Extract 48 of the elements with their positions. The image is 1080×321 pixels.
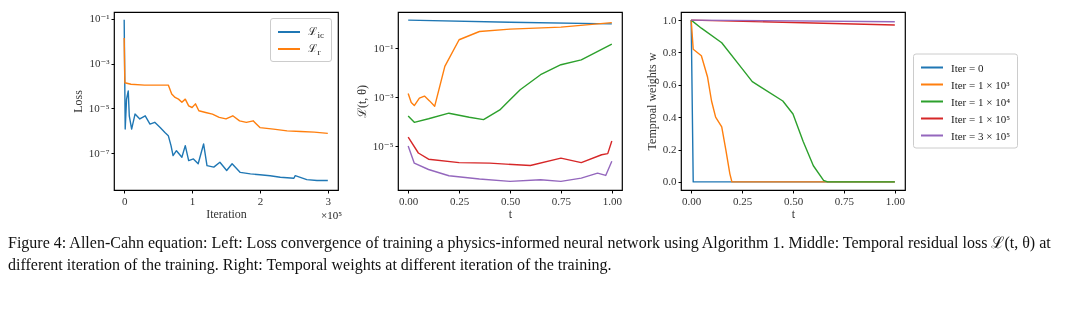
x-tick-label: 0.75 — [551, 194, 572, 207]
y-axis-title: Temproal weights w — [644, 52, 659, 151]
legend-label: Iter = 3 × 10⁵ — [951, 129, 1011, 141]
y-tick-label: 10⁻³ — [89, 57, 111, 70]
y-tick-label: 1.0 — [662, 13, 677, 26]
legend-label: ℒ$_{r}$ — [308, 40, 321, 58]
x-tick-label: 0.00 — [399, 194, 419, 207]
text: ×10⁵ — [320, 209, 343, 221]
y-tick-label: 0.4 — [662, 110, 677, 123]
x-tick-label: 3 — [325, 194, 332, 207]
caption: Figure 4: Allen-Cahn equation: Left: Loss convergence of training a physics-informed neural network using Algorithm 1. Middle: Temporal residual loss ℒ(t, θ) at different iteration of the training. Right: Temporal weights at different iteration of the training. — [8, 233, 1052, 276]
line-series — [123, 37, 329, 135]
x-tick-label: 1.00 — [602, 194, 623, 207]
y-tick-label: 10⁻¹ — [373, 41, 394, 54]
line-series — [123, 19, 329, 182]
y-tick-label: 10⁻⁵ — [88, 101, 110, 114]
y-tick-label: 0.0 — [662, 175, 677, 188]
x-tick-label: 0.50 — [783, 194, 804, 207]
y-tick-label: 0.8 — [662, 45, 677, 58]
line-series — [407, 145, 613, 183]
y-tick-label: 10⁻¹ — [89, 12, 110, 25]
x-tick-label: 1.00 — [885, 194, 906, 207]
x-tick-label: 1 — [189, 194, 196, 207]
y-tick-label: 10⁻³ — [373, 90, 395, 103]
x-tick-label: 0.50 — [500, 194, 521, 207]
legend-label: Iter = 0 — [951, 61, 984, 73]
y-tick-label: 10⁻⁷ — [88, 146, 110, 159]
y-tick-label: 0.6 — [662, 78, 677, 91]
x-axis-title: Iteration — [206, 206, 247, 221]
y-axis-title: ℒ(t, θ) — [354, 84, 369, 119]
legend-label: Iter = 1 × 10⁵ — [951, 112, 1011, 124]
legend-label: Iter = 1 × 10⁴ — [951, 95, 1011, 107]
x-axis-title: t — [508, 206, 513, 221]
y-tick-label: 0.2 — [662, 143, 677, 156]
x-axis-title: t — [791, 206, 796, 221]
y-axis-title: Loss — [70, 89, 85, 113]
y-tick-label: 10⁻⁵ — [372, 139, 394, 152]
x-tick-label: 2 — [257, 194, 264, 207]
line-series — [407, 136, 613, 167]
x-tick-label: 0.25 — [449, 194, 470, 207]
x-tick-label: 0.25 — [732, 194, 753, 207]
legend-label: Iter = 1 × 10³ — [951, 78, 1010, 90]
x-tick-label: 0 — [121, 194, 128, 207]
x-tick-label: 0.75 — [834, 194, 855, 207]
x-tick-label: 0.00 — [682, 194, 702, 207]
line-series — [407, 43, 613, 124]
legend-label: ℒ$_{ic}$ — [308, 23, 324, 41]
line-series — [407, 21, 613, 108]
